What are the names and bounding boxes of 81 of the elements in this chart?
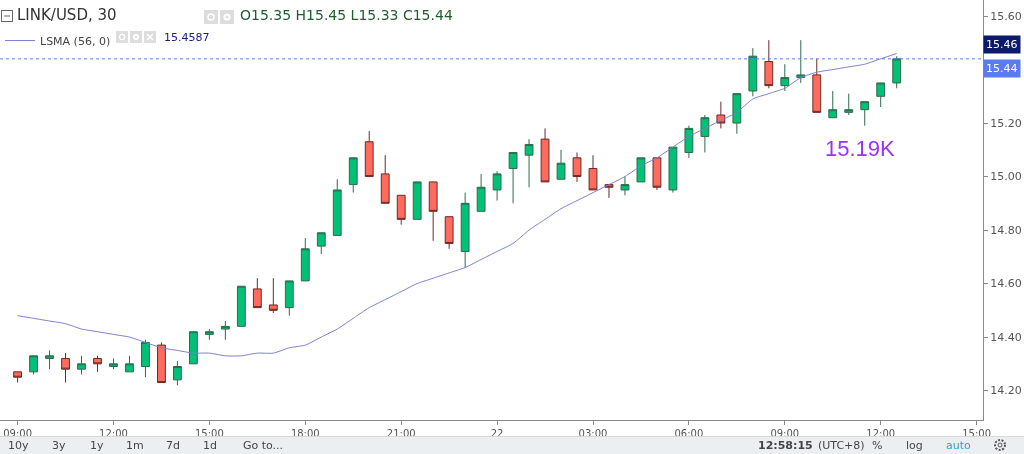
candlestick [732, 93, 742, 135]
candlestick [252, 277, 262, 309]
candlestick [444, 216, 454, 250]
candlestick [492, 170, 502, 202]
candlestick [348, 157, 358, 194]
candlestick [93, 355, 102, 373]
candlestick [636, 157, 646, 183]
candlestick [652, 157, 662, 191]
text: Go to... [243, 439, 284, 452]
text: log [906, 439, 923, 452]
candlestick [764, 39, 774, 89]
y-tick-label: 15.20 [990, 116, 1022, 130]
candlestick [844, 93, 854, 116]
candlestick [524, 138, 534, 188]
candlestick [220, 320, 230, 341]
candlestick [572, 151, 582, 183]
candlestick [876, 82, 886, 108]
candlestick [748, 47, 758, 97]
candlestick [157, 341, 166, 384]
candlestick [396, 194, 406, 226]
text: 12:58:15 [758, 439, 813, 452]
candlestick [508, 151, 518, 204]
candlestick [668, 146, 678, 194]
text: 1m [126, 439, 144, 452]
y-tick-label: 14.80 [990, 223, 1022, 237]
candlestick [188, 331, 198, 365]
y-tick-label: 14.60 [990, 277, 1022, 291]
text: 7d [166, 439, 180, 452]
text: % [872, 439, 883, 452]
candlestick [540, 127, 550, 183]
candlestick [109, 357, 118, 370]
legend-label: LSMA (56, 0) [40, 34, 111, 48]
y-tick-label: 14.20 [990, 384, 1022, 398]
candlestick [412, 181, 422, 220]
y-tick-label: 14.40 [990, 330, 1022, 344]
candlestick [284, 280, 294, 317]
candlestick [684, 125, 694, 159]
chart-title: LINK/USD, 30 [17, 6, 117, 24]
candlestick [828, 90, 838, 119]
candlestick [332, 178, 342, 236]
y-tick-label: 15.60 [990, 9, 1022, 23]
candlestick [13, 371, 22, 384]
candlestick [780, 63, 790, 92]
text: 15.46 [986, 38, 1018, 51]
candlestick [141, 339, 150, 378]
candlestick [364, 130, 374, 178]
candlestick [588, 154, 598, 191]
candlestick [860, 101, 870, 127]
candlestick [892, 55, 902, 89]
candlestick [316, 232, 326, 255]
candlestick [700, 114, 710, 153]
candlestick [236, 285, 246, 327]
text: (UTC+8) [818, 439, 865, 452]
line-series [17, 53, 898, 357]
text: auto [946, 439, 971, 452]
candlestick [125, 355, 134, 373]
text: 1y [90, 439, 104, 452]
text: 1d [203, 439, 217, 452]
candlestick [812, 58, 822, 113]
candlestick [476, 173, 486, 212]
candlestick [204, 328, 214, 341]
y-tick-label: 15.00 [990, 170, 1022, 184]
candlestick [380, 154, 390, 204]
candlestick [173, 360, 182, 386]
candlestick [620, 176, 630, 196]
candlestick [61, 352, 70, 384]
annotation: 15.19K [825, 136, 896, 161]
candlestick [77, 355, 86, 376]
candlestick [268, 277, 278, 314]
text: O15.35 H15.45 L15.33 C15.44 [240, 7, 453, 23]
text: 10y [8, 439, 29, 452]
candlestick [556, 149, 566, 180]
candlestick [428, 181, 438, 242]
candlestick [45, 349, 54, 370]
annotation: 15.4587 [164, 31, 210, 44]
candlestick [796, 39, 806, 84]
text: 3y [52, 439, 66, 452]
ref-line-label: 15.44 [986, 62, 1018, 75]
candlestick [460, 192, 470, 269]
candlestick [29, 355, 38, 376]
candlestick [300, 237, 310, 282]
